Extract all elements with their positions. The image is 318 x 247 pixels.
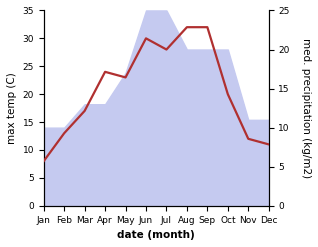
- Y-axis label: max temp (C): max temp (C): [7, 72, 17, 144]
- Y-axis label: med. precipitation (kg/m2): med. precipitation (kg/m2): [301, 38, 311, 178]
- X-axis label: date (month): date (month): [117, 230, 195, 240]
